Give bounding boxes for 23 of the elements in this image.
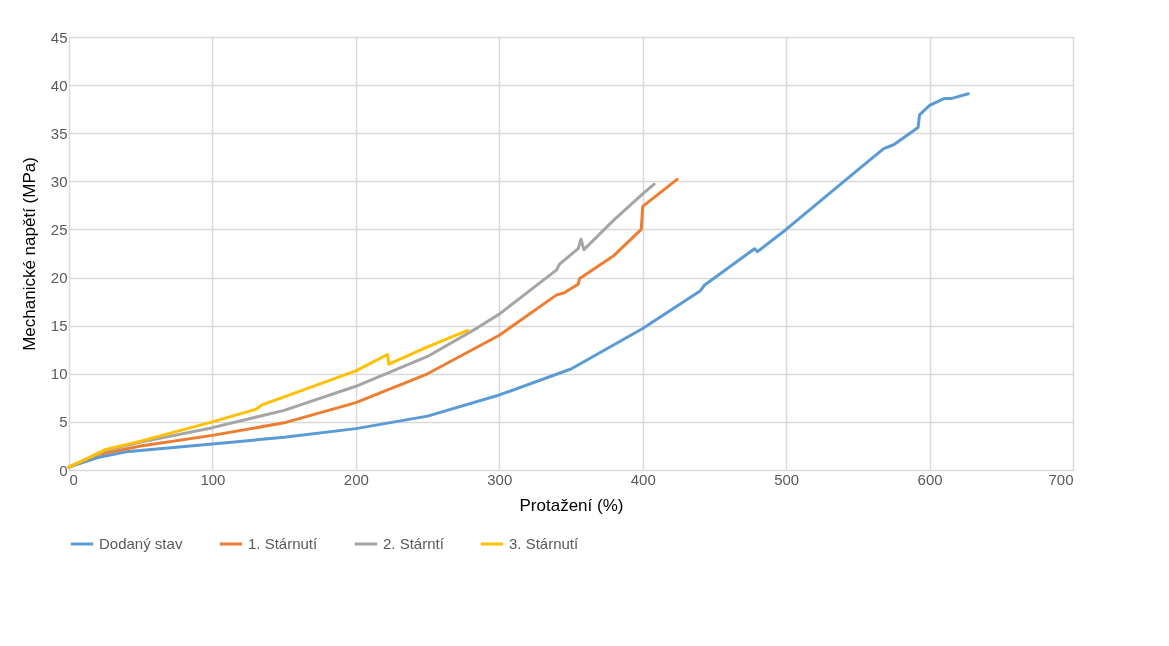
y-tick-label: 30 — [50, 172, 68, 190]
x-tick-label: 400 — [630, 470, 656, 488]
x-tick-label: 500 — [774, 470, 800, 488]
y-tick-label: 35 — [50, 124, 68, 142]
line-series — [67, 328, 470, 469]
x-tick-label: 100 — [200, 470, 226, 488]
y-tick-label: 20 — [50, 269, 68, 287]
y-axis-title: Mechanické napětí (MPa) — [19, 157, 39, 351]
legend-label: 1. Stárnutí — [248, 535, 319, 552]
y-tick-label: 10 — [50, 365, 68, 383]
y-tick-label: 40 — [50, 76, 68, 94]
legend-label: 2. Stárntí — [383, 535, 445, 552]
y-tick-label: 5 — [59, 413, 68, 431]
x-tick-label: 700 — [1048, 470, 1074, 488]
x-axis-title: Protažení (%) — [519, 495, 624, 515]
legend-label: 3. Stárnutí — [509, 535, 580, 552]
y-tick-label: 25 — [50, 220, 68, 238]
x-tick-label: 300 — [487, 470, 513, 488]
legend-label: Dodaný stav — [99, 535, 183, 552]
x-tick-label: 200 — [343, 470, 369, 488]
y-tick-label: 15 — [50, 317, 68, 335]
y-tick-label: 45 — [50, 28, 68, 46]
x-tick-label: 600 — [917, 470, 943, 488]
